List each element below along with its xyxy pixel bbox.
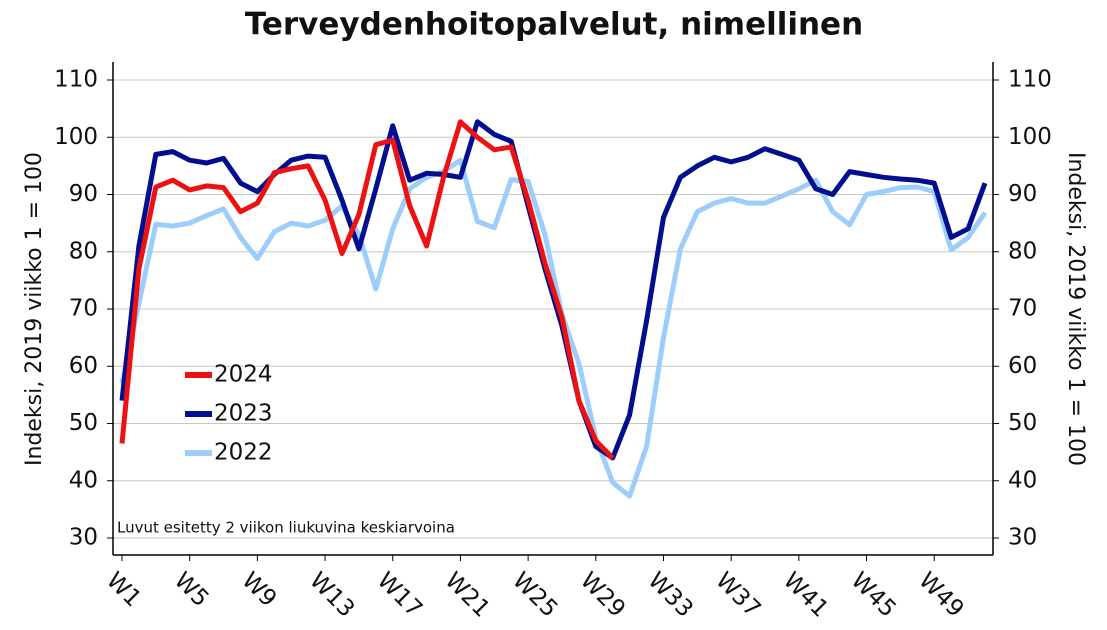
x-tick-label: W45 <box>846 567 901 622</box>
legend-label: 2024 <box>214 362 273 388</box>
y-tick-label: 60 <box>69 353 98 379</box>
y2-tick-label: 30 <box>1008 525 1037 551</box>
x-tick-label: W9 <box>237 567 282 612</box>
x-tick-label: W49 <box>913 567 968 622</box>
line-series <box>119 119 615 460</box>
y-tick-label: 70 <box>69 296 98 322</box>
line-series <box>119 157 988 499</box>
y2-tick-label: 70 <box>1008 296 1037 322</box>
y2-axis-label: Indeksi, 2019 viikko 1 = 100 <box>1063 152 1088 466</box>
y2-tick-label: 110 <box>1008 67 1052 93</box>
y2-tick-label: 90 <box>1008 181 1037 207</box>
y-tick-label: 50 <box>69 410 98 436</box>
y-tick-label: 90 <box>69 181 98 207</box>
y-tick-label: 30 <box>69 525 98 551</box>
y-tick-label: 80 <box>69 238 98 264</box>
x-tick-label: W5 <box>169 567 214 612</box>
x-tick-label: W17 <box>372 567 427 622</box>
x-tick-label: W25 <box>507 567 562 622</box>
x-tick-label: W41 <box>778 567 833 622</box>
y-tick-label: 110 <box>54 67 98 93</box>
y-tick-label: 40 <box>69 467 98 493</box>
annotation: Luvut esitetty 2 viikon liukuvina keskia… <box>117 519 455 537</box>
y2-tick-label: 50 <box>1008 410 1037 436</box>
x-tick-label: W21 <box>440 567 495 622</box>
y-axis-label: Indeksi, 2019 viikko 1 = 100 <box>22 152 47 466</box>
x-tick-label: W13 <box>304 567 359 622</box>
legend-label: 2023 <box>214 401 273 427</box>
x-tick-label: W29 <box>575 567 630 622</box>
y2-tick-label: 40 <box>1008 467 1037 493</box>
x-tick-label: W37 <box>710 567 765 622</box>
x-tick-label: W1 <box>101 567 146 612</box>
y2-tick-label: 60 <box>1008 353 1037 379</box>
y-tick-label: 100 <box>54 124 98 150</box>
y2-tick-label: 100 <box>1008 124 1052 150</box>
y2-tick-label: 80 <box>1008 238 1037 264</box>
legend-label: 2022 <box>214 440 273 466</box>
chart-title: Terveydenhoitopalvelut, nimellinen <box>245 7 863 43</box>
x-tick-label: W33 <box>643 567 698 622</box>
